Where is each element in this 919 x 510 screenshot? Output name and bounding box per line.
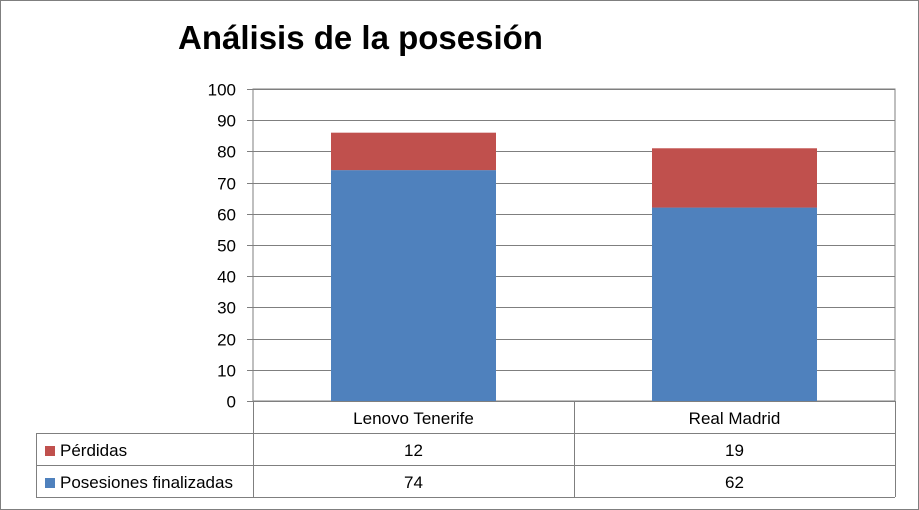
y-tick-label: 60 — [217, 206, 236, 225]
legend-label: Posesiones finalizadas — [60, 473, 233, 492]
legend-key — [45, 446, 55, 456]
y-tick-label: 100 — [208, 81, 236, 100]
category-label: Real Madrid — [689, 409, 781, 428]
y-tick-label: 10 — [217, 362, 236, 381]
y-tick-label: 80 — [217, 143, 236, 162]
bar-posesiones — [652, 207, 817, 401]
bar-perdidas — [652, 148, 817, 208]
bar-posesiones — [331, 170, 496, 401]
data-table-value: 12 — [404, 441, 423, 460]
y-tick-label: 0 — [227, 393, 236, 412]
bar-perdidas — [331, 132, 496, 171]
legend-key — [45, 478, 55, 488]
chart-title: Análisis de la posesión — [178, 19, 543, 56]
data-table-value: 19 — [725, 441, 744, 460]
y-tick-label: 90 — [217, 112, 236, 131]
y-tick-label: 20 — [217, 331, 236, 350]
category-label: Lenovo Tenerife — [353, 409, 474, 428]
data-table-value: 74 — [404, 473, 423, 492]
legend-label: Pérdidas — [60, 441, 127, 460]
y-tick-label: 70 — [217, 175, 236, 194]
data-table-value: 62 — [725, 473, 744, 492]
y-tick-label: 30 — [217, 299, 236, 318]
y-tick-label: 40 — [217, 268, 236, 287]
y-tick-label: 50 — [217, 237, 236, 256]
